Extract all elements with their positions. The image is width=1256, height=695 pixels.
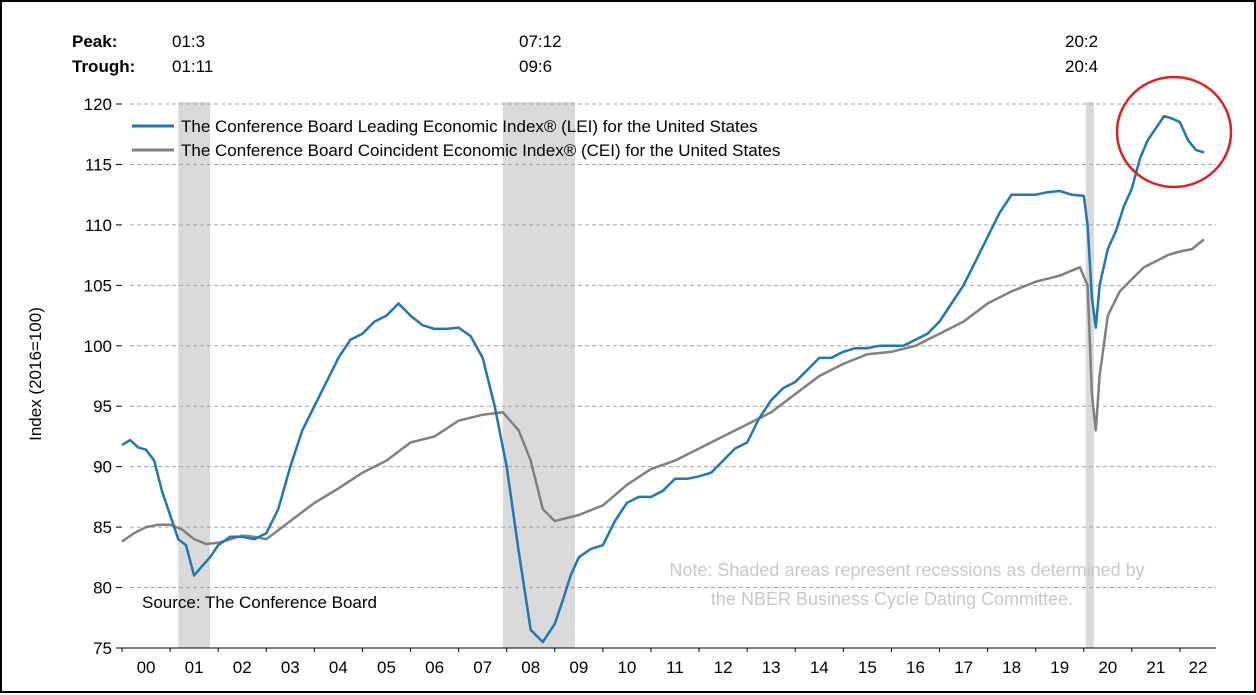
y-axis-label: Index (2016=100) bbox=[26, 307, 45, 441]
lei-series-line bbox=[121, 114, 1205, 644]
x-tick-label-10: 10 bbox=[617, 658, 636, 677]
x-tick-label-01: 01 bbox=[185, 658, 204, 677]
x-tick-label-21: 21 bbox=[1146, 658, 1165, 677]
recession-peak-2: 20:2 bbox=[1065, 32, 1098, 51]
legend-cei-label: The Conference Board Coincident Economic… bbox=[181, 141, 780, 160]
x-tick-label-08: 08 bbox=[521, 658, 540, 677]
recession-trough-2: 20:4 bbox=[1065, 57, 1098, 76]
y-tick-label-100: 100 bbox=[84, 337, 112, 356]
x-tick-label-00: 00 bbox=[137, 658, 156, 677]
x-tick-label-15: 15 bbox=[858, 658, 877, 677]
x-tick-label-04: 04 bbox=[329, 658, 348, 677]
x-tick-label-14: 14 bbox=[810, 658, 829, 677]
x-tick-label-06: 06 bbox=[425, 658, 444, 677]
x-tick-label-18: 18 bbox=[1002, 658, 1021, 677]
series-group bbox=[121, 114, 1205, 644]
source-annotation: Source: The Conference Board bbox=[142, 593, 377, 612]
legend: The Conference Board Leading Economic In… bbox=[132, 117, 780, 160]
x-tick-label-11: 11 bbox=[666, 658, 684, 677]
x-tick-label-07: 07 bbox=[473, 658, 492, 677]
x-tick-label-19: 19 bbox=[1050, 658, 1069, 677]
x-tick-label-17: 17 bbox=[954, 658, 973, 677]
recession-shading-group bbox=[178, 102, 1094, 648]
y-tick-label-110: 110 bbox=[85, 216, 112, 235]
y-tick-label-80: 80 bbox=[93, 579, 112, 598]
recession-peak-1: 07:12 bbox=[519, 32, 562, 51]
x-tick-label-22: 22 bbox=[1189, 658, 1208, 677]
y-tick-label-85: 85 bbox=[93, 518, 112, 537]
recession-band-1 bbox=[502, 102, 575, 648]
recession-band-2 bbox=[1085, 102, 1094, 648]
recession-peak-0: 01:3 bbox=[172, 32, 205, 51]
peak-label: Peak: bbox=[72, 32, 117, 51]
x-tick-label-20: 20 bbox=[1098, 658, 1117, 677]
y-tick-label-90: 90 bbox=[93, 458, 112, 477]
cei-series-line bbox=[121, 238, 1205, 546]
trough-label: Trough: bbox=[72, 57, 135, 76]
highlight-circle bbox=[1115, 75, 1233, 189]
recession-trough-0: 01:11 bbox=[172, 57, 213, 76]
note-annotation-line1: Note: Shaded areas represent recessions … bbox=[669, 560, 1144, 580]
x-tick-label-02: 02 bbox=[233, 658, 252, 677]
x-tick-label-09: 09 bbox=[569, 658, 588, 677]
x-tick-label-13: 13 bbox=[762, 658, 781, 677]
x-tick-label-16: 16 bbox=[906, 658, 925, 677]
y-tick-label-75: 75 bbox=[93, 639, 112, 658]
x-tick-label-03: 03 bbox=[281, 658, 300, 677]
y-tick-label-95: 95 bbox=[93, 397, 112, 416]
recession-band-0 bbox=[178, 102, 211, 648]
legend-lei-label: The Conference Board Leading Economic In… bbox=[181, 117, 758, 136]
axes-group: 75 80 85 90 95 100 105 110 115 120 00 01 02 03 04 05 06 0… bbox=[84, 95, 1216, 677]
x-tick-label-12: 12 bbox=[714, 658, 733, 677]
recession-dates-group: 01:3 01:11 07:12 09:6 20:2 20:4 bbox=[172, 32, 1098, 76]
y-tick-label-120: 120 bbox=[84, 95, 112, 114]
recession-trough-1: 09:6 bbox=[519, 57, 552, 76]
note-annotation-line2: the NBER Business Cycle Dating Committee… bbox=[711, 589, 1073, 609]
y-tick-label-105: 105 bbox=[84, 276, 112, 295]
gridlines-group bbox=[130, 103, 1216, 589]
y-tick-label-115: 115 bbox=[85, 155, 112, 174]
x-tick-label-05: 05 bbox=[377, 658, 396, 677]
